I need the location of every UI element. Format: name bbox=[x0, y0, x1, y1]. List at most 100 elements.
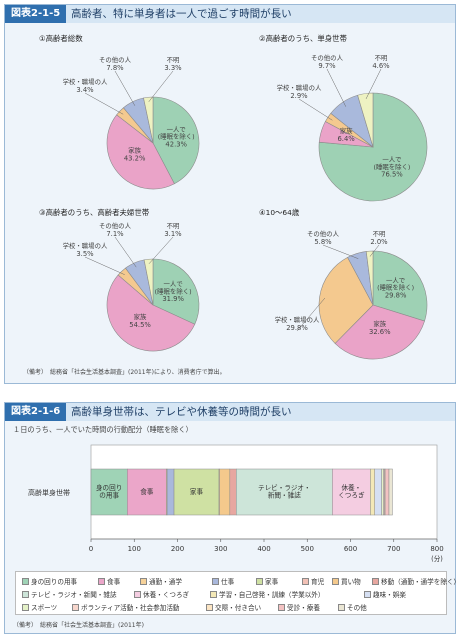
slice-value: 2.0% bbox=[370, 238, 388, 246]
x-tick-label: 700 bbox=[387, 545, 400, 553]
legend-item: その他 bbox=[338, 602, 367, 612]
x-tick-label: 100 bbox=[128, 545, 141, 553]
legend-swatch bbox=[72, 604, 79, 611]
slice-label: 一人で(睡眠を除く) bbox=[373, 156, 410, 171]
slice-label: 家族 bbox=[340, 126, 353, 135]
pie-slice bbox=[152, 96, 200, 185]
bar-segment bbox=[166, 468, 175, 516]
pie-slice bbox=[143, 96, 154, 144]
legend-swatch bbox=[364, 591, 371, 598]
pie-title: ④10～64歳 bbox=[259, 208, 300, 217]
legend-swatch bbox=[210, 591, 217, 598]
legend-swatch bbox=[206, 604, 213, 611]
legend-label: 買い物 bbox=[341, 578, 361, 586]
leader-line bbox=[148, 70, 174, 102]
leader-line bbox=[322, 244, 359, 259]
x-tick-label: 500 bbox=[301, 545, 314, 553]
legend-item: 通勤・通学 bbox=[140, 576, 182, 586]
segment-label: 食事 bbox=[140, 487, 154, 496]
leader-line bbox=[114, 70, 136, 106]
legend-swatch bbox=[22, 604, 29, 611]
slice-value: 31.9% bbox=[162, 295, 184, 303]
legend-swatch bbox=[140, 578, 147, 585]
legend-item: スポーツ bbox=[22, 602, 57, 612]
legend-label: テレビ・ラジオ・新聞・雑誌 bbox=[31, 591, 117, 599]
slice-value: 3.4% bbox=[76, 86, 94, 94]
pie-title: ②高齢者のうち、単身世帯 bbox=[259, 34, 348, 43]
segment-label: 身の回りの用事 bbox=[96, 483, 122, 500]
legend-item: 育児 bbox=[302, 576, 324, 586]
leader-line bbox=[365, 68, 382, 100]
slice-value: 42.3% bbox=[165, 140, 187, 148]
slice-value: 7.8% bbox=[106, 64, 124, 72]
x-tick-label: 300 bbox=[214, 545, 227, 553]
slice-label: 不明 bbox=[167, 222, 180, 230]
slice-label: 家族 bbox=[134, 312, 147, 321]
slice-value: 3.5% bbox=[76, 250, 94, 258]
slice-label: その他の人 bbox=[311, 53, 344, 62]
figure-2-1-5-panel: 図表2-1-5 高齢者、特に単身者は一人で過ごす時間が長い ①高齢者総数 一人で(… bbox=[4, 4, 456, 384]
legend-swatch bbox=[278, 604, 285, 611]
legend-swatch bbox=[22, 591, 29, 598]
leader-line bbox=[84, 92, 124, 115]
legend-item: 趣味・娯楽 bbox=[364, 589, 406, 599]
figure-title: 高齢単身世帯は、テレビや休養等の時間が長い bbox=[71, 406, 292, 418]
slice-label: 不明 bbox=[373, 230, 386, 238]
pie-slice bbox=[152, 258, 200, 325]
legend-label: 通勤・通学 bbox=[149, 578, 182, 586]
slice-label: 学校・職場の人 bbox=[275, 315, 320, 324]
slice-label: 学校・職場の人 bbox=[277, 83, 322, 92]
slice-value: 5.8% bbox=[314, 238, 332, 246]
legend-label: 家事 bbox=[265, 578, 279, 586]
pie-title: ①高齢者総数 bbox=[39, 34, 83, 43]
legend-label: 学習・自己啓発・訓練（学業以外） bbox=[219, 591, 325, 599]
bar-segment bbox=[127, 468, 167, 516]
x-tick-label: 200 bbox=[171, 545, 184, 553]
bar-segment bbox=[374, 468, 382, 516]
legend-swatch bbox=[22, 578, 29, 585]
figure-note: （備考） 総務省「社会生活基本調査」(2011年)により、消費者庁で算出。 bbox=[23, 369, 226, 376]
slice-label: 不明 bbox=[375, 54, 388, 62]
figure-header: 図表2-1-5 高齢者、特に単身者は一人で過ごす時間が長い bbox=[5, 5, 455, 23]
legend-swatch bbox=[256, 578, 263, 585]
legend-label: 育児 bbox=[311, 578, 325, 586]
slice-label: 一人で(睡眠を除く) bbox=[377, 276, 414, 291]
slice-label: その他の人 bbox=[307, 229, 340, 238]
slice-label: その他の人 bbox=[99, 55, 132, 64]
legend-item: テレビ・ラジオ・新聞・雑誌 bbox=[22, 589, 117, 599]
pie-title: ③高齢者のうち、高齢者夫婦世帯 bbox=[39, 208, 150, 217]
slice-value: 29.8% bbox=[286, 324, 308, 332]
legend-label: 移動（通勤・通学を除く） bbox=[381, 578, 460, 586]
leader-line bbox=[326, 68, 347, 107]
stacked-bar-chart: 身の回りの用事 食事 家事 テレビ・ラジオ・新聞・雑誌 休養・くつろぎ 高齢単身世帯 0 10… bbox=[28, 444, 444, 563]
bar-segment bbox=[90, 468, 128, 516]
pie-slice bbox=[334, 304, 425, 360]
legend-item: 買い物 bbox=[332, 576, 361, 586]
slice-value: 4.6% bbox=[372, 62, 390, 70]
legend-item: 学習・自己啓発・訓練（学業以外） bbox=[210, 589, 325, 599]
bar-segment bbox=[384, 468, 390, 516]
legend-item: 受診・療養 bbox=[278, 602, 320, 612]
legend-swatch bbox=[372, 578, 379, 585]
leader-line bbox=[148, 236, 174, 264]
pie-charts: ①高齢者総数一人で(睡眠を除く)42.3%家族43.2%学校・職場の人3.4%そ… bbox=[39, 34, 428, 360]
legend-swatch bbox=[338, 604, 345, 611]
legend-label: ボランティア活動・社会参加活動 bbox=[81, 604, 180, 612]
slice-value: 9.7% bbox=[318, 62, 336, 70]
figure-header: 図表2-1-6 高齢単身世帯は、テレビや休養等の時間が長い bbox=[5, 403, 455, 421]
x-axis-unit: (分) bbox=[431, 554, 443, 563]
slice-label: 学校・職場の人 bbox=[63, 241, 108, 250]
chart-legend: 身の回りの用事 食事 通勤・通学 仕事 家事 育児 買い物 移動（通勤・通学を除く） テレビ・ラ… bbox=[15, 571, 460, 615]
category-label: 高齢単身世帯 bbox=[28, 488, 70, 497]
legend-item: ボランティア活動・社会参加活動 bbox=[72, 602, 180, 612]
bar-segment bbox=[332, 468, 371, 516]
legend-item: 移動（通勤・通学を除く） bbox=[372, 576, 460, 586]
x-tick-label: 0 bbox=[89, 545, 93, 553]
legend-item: 家事 bbox=[256, 576, 278, 586]
slice-value: 2.9% bbox=[290, 92, 308, 100]
slice-label: 一人で(睡眠を除く) bbox=[155, 280, 192, 295]
slice-value: 54.5% bbox=[129, 321, 151, 329]
bar-segment bbox=[381, 468, 384, 516]
